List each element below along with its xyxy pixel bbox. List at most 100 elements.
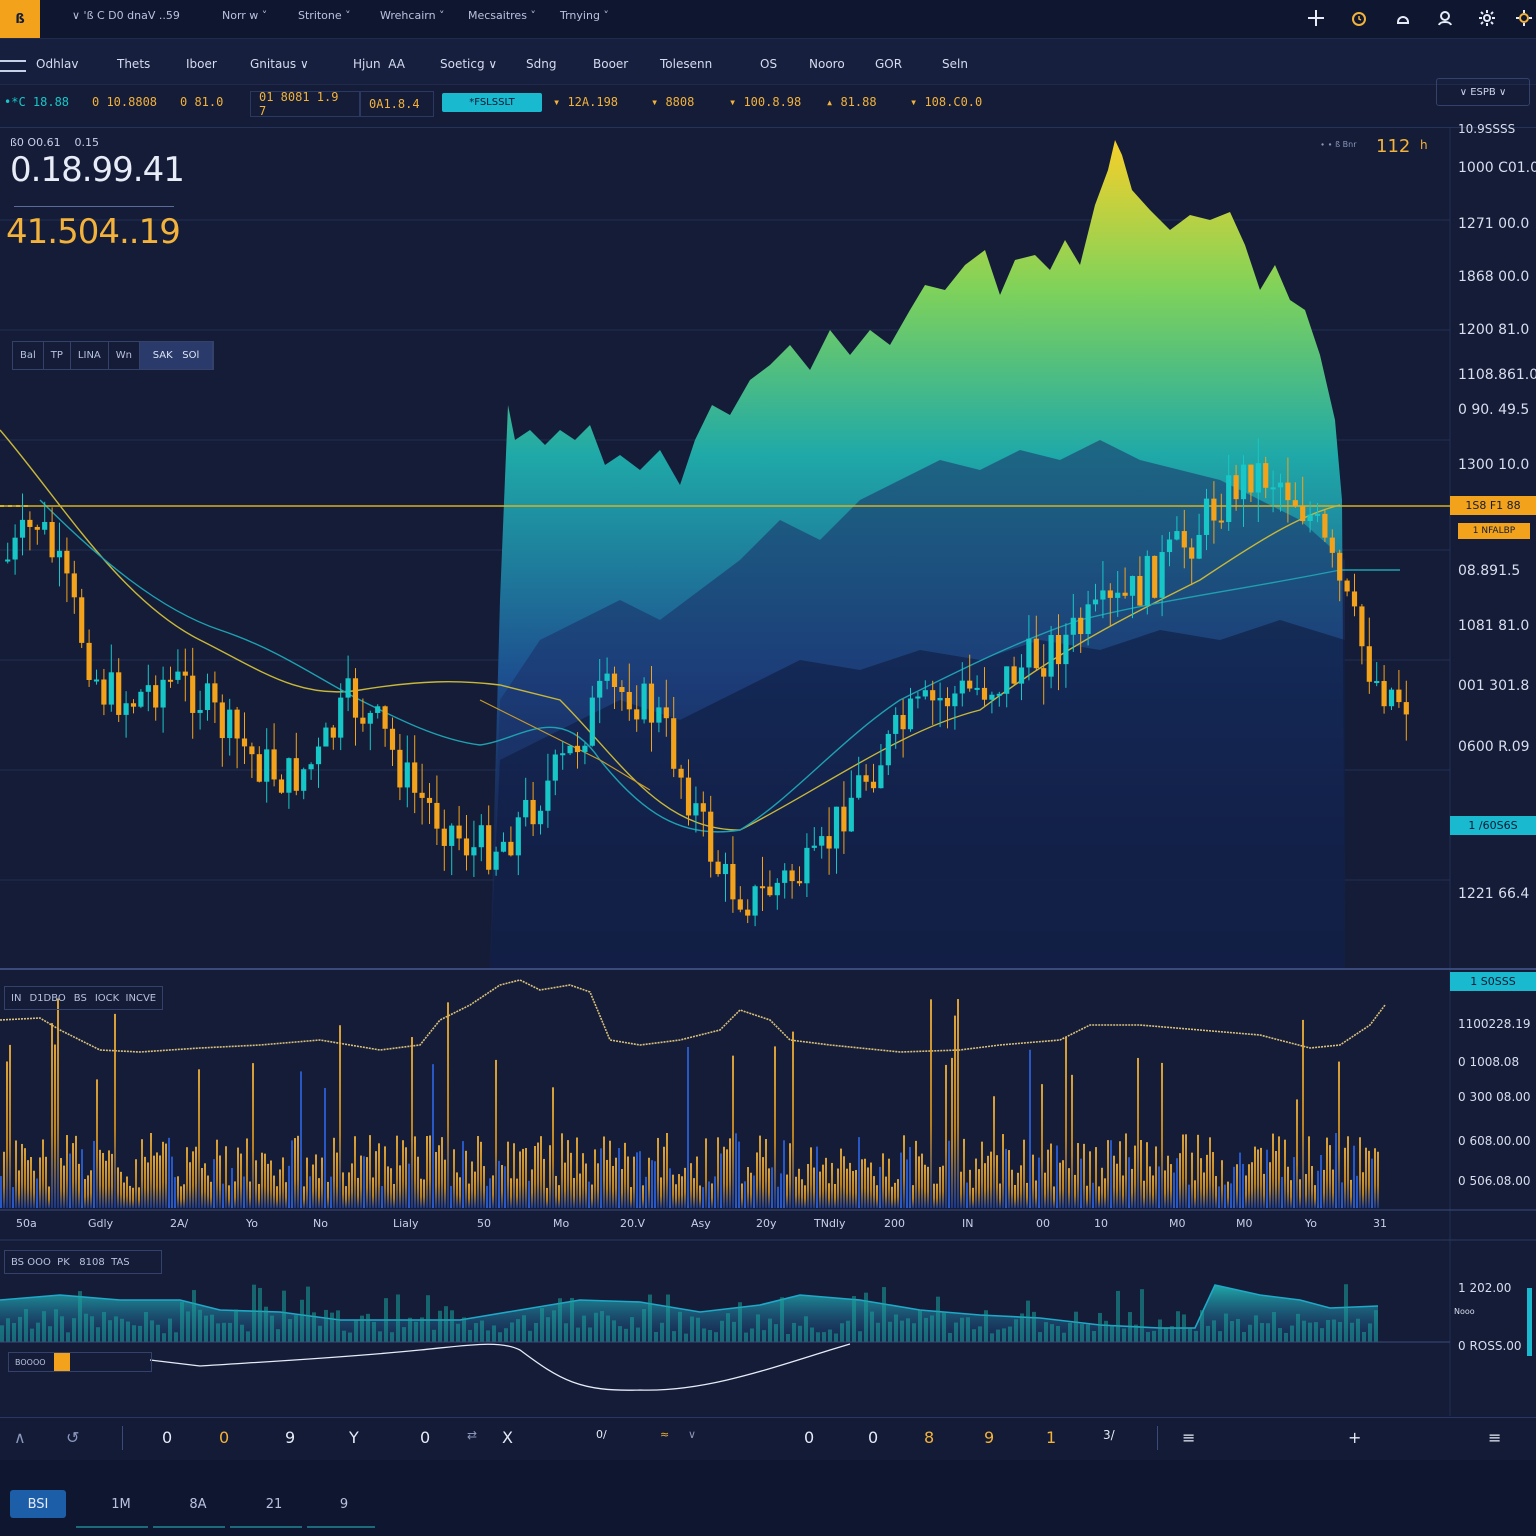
nav-item-odhlav[interactable]: Odhlav bbox=[36, 57, 79, 71]
lower-bar bbox=[906, 1318, 910, 1342]
indicator-tag[interactable]: D1DBO bbox=[29, 992, 66, 1004]
volume-bar bbox=[123, 1182, 125, 1208]
nav-item-iboer[interactable]: Iboer bbox=[186, 57, 217, 71]
lower-bar bbox=[1026, 1300, 1030, 1342]
nav-item-booer[interactable]: Booer bbox=[593, 57, 629, 71]
bottom-tab[interactable]: 1M bbox=[111, 1496, 131, 1512]
lower-bar bbox=[810, 1327, 814, 1342]
lower-bar bbox=[714, 1332, 718, 1342]
menu-symbol[interactable]: ∨ 'ß C D0 dnaV ..59 bbox=[72, 9, 180, 22]
tool-y[interactable]: Y bbox=[349, 1428, 359, 1447]
hamburger-menu-icon[interactable]: ≡ bbox=[1488, 1428, 1502, 1447]
tool-zero-c[interactable]: 0 bbox=[804, 1428, 815, 1447]
timeframe-option[interactable]: Wn bbox=[109, 342, 140, 369]
bottom-tab[interactable]: 9 bbox=[339, 1496, 349, 1512]
nav-item-gnitaus[interactable]: Gnitaus ∨ bbox=[250, 57, 309, 71]
nav-item-gor[interactable]: GOR bbox=[875, 57, 903, 71]
user-icon[interactable] bbox=[1433, 6, 1457, 30]
tool-zero-accent[interactable]: 0 bbox=[219, 1428, 230, 1447]
volume-bar bbox=[501, 1165, 503, 1208]
nav-item-sdng[interactable]: Sdng bbox=[526, 57, 557, 71]
candle-body bbox=[848, 797, 854, 832]
tool-zero[interactable]: 0 bbox=[162, 1428, 173, 1447]
timeframe-option[interactable]: TP bbox=[44, 342, 71, 369]
nav-item-seln[interactable]: Seln bbox=[942, 57, 968, 71]
ticker-active[interactable]: *FSLSSLT bbox=[442, 93, 542, 112]
tool-up[interactable]: ∧ bbox=[14, 1428, 26, 1447]
tool-undo[interactable]: ↺ bbox=[66, 1428, 80, 1447]
tool-eight[interactable]: 8 bbox=[924, 1428, 935, 1447]
tool-cross[interactable]: X bbox=[502, 1428, 513, 1447]
alert-icon[interactable] bbox=[1391, 6, 1415, 30]
indicator-tag[interactable]: IOCK INCVE bbox=[94, 992, 157, 1004]
ticker-item[interactable]: ▾ 108.C0.0 bbox=[910, 95, 983, 109]
timeframe-option[interactable]: LINA bbox=[71, 342, 109, 369]
nav-item-soeticg[interactable]: Soeticg ∨ bbox=[440, 57, 498, 71]
nav-item-nooro[interactable]: Nooro bbox=[809, 57, 845, 71]
menu-wrehcairn[interactable]: Wrehcairn ˅ bbox=[380, 9, 445, 22]
tool-zero-d[interactable]: 0 bbox=[868, 1428, 879, 1447]
alarm-icon[interactable] bbox=[1347, 6, 1371, 30]
hamburger-icon[interactable] bbox=[0, 60, 26, 72]
ticker-item[interactable]: •*C 18.88 bbox=[4, 95, 70, 109]
nav-item-os[interactable]: OS bbox=[760, 57, 778, 71]
tool-swap[interactable]: ⇄ bbox=[467, 1428, 478, 1442]
bottom-tab[interactable]: 21 bbox=[265, 1496, 283, 1512]
menu-trnying[interactable]: Trnying ˅ bbox=[560, 9, 609, 22]
volume-bar bbox=[1170, 1164, 1172, 1208]
ticker-item[interactable]: ▾ 8808 bbox=[651, 95, 695, 109]
menu-stritone[interactable]: Stritone ˅ bbox=[298, 9, 351, 22]
volume-bar bbox=[1284, 1139, 1286, 1208]
candle-body bbox=[1122, 592, 1128, 596]
tool-nine[interactable]: 9 bbox=[285, 1428, 296, 1447]
ticker-item[interactable]: 0 81.0 bbox=[180, 95, 224, 109]
candle-body bbox=[108, 672, 114, 705]
tool-ratio[interactable]: 3/ bbox=[1103, 1428, 1115, 1442]
ticker-item[interactable]: ▴ 81.88 bbox=[826, 95, 877, 109]
chevron-down-icon[interactable]: ∨ bbox=[688, 1428, 697, 1441]
timeframe-option[interactable]: Bal bbox=[13, 342, 44, 369]
settings-icon[interactable] bbox=[1475, 6, 1499, 30]
bottom-tab-active[interactable]: BSI bbox=[10, 1490, 66, 1518]
volume-bar bbox=[471, 1161, 473, 1208]
lower-bar bbox=[900, 1320, 904, 1342]
tool-percent[interactable]: 0/ bbox=[596, 1428, 607, 1441]
lower-bar bbox=[1068, 1322, 1072, 1342]
nav-item-tolesenn[interactable]: Tolesenn bbox=[660, 57, 713, 71]
tool-nine-accent[interactable]: 9 bbox=[984, 1428, 995, 1447]
candle-body bbox=[42, 521, 48, 530]
lower-bar bbox=[1008, 1326, 1012, 1342]
indicator-tag[interactable]: IN bbox=[11, 992, 22, 1004]
app-logo[interactable]: ß bbox=[0, 0, 40, 38]
menu-norrw[interactable]: Norr w ˅ bbox=[222, 9, 268, 22]
volume-bar bbox=[255, 1160, 257, 1208]
symbol-select[interactable]: ∨ ESPB ∨ bbox=[1436, 78, 1530, 106]
lower-bar bbox=[156, 1324, 160, 1342]
ticker-item[interactable]: 0A1.8.4 bbox=[360, 91, 434, 117]
ticker-item[interactable]: 0 10.8808 bbox=[92, 95, 158, 109]
candle-body bbox=[449, 825, 455, 846]
menu-icon[interactable]: ≡ bbox=[1182, 1428, 1196, 1447]
ticker-item[interactable]: ▾ 100.8.98 bbox=[729, 95, 802, 109]
tool-wave[interactable]: ≈ bbox=[660, 1428, 670, 1441]
menu-mecsaitres[interactable]: Mecsaitres ˅ bbox=[468, 9, 536, 22]
add-icon[interactable]: + bbox=[1348, 1428, 1362, 1447]
tool-zero-b[interactable]: 0 bbox=[420, 1428, 431, 1447]
plus-icon[interactable] bbox=[1304, 6, 1328, 30]
lower-scroll-marker[interactable] bbox=[1527, 1288, 1532, 1356]
lower-panel-tag2[interactable]: BOOOO bbox=[8, 1352, 152, 1372]
gear-icon[interactable] bbox=[1512, 6, 1536, 30]
indicator-tag[interactable]: BS bbox=[73, 992, 87, 1004]
nav-item-thets[interactable]: Thets bbox=[117, 57, 151, 71]
lower-bar bbox=[378, 1331, 382, 1342]
price-chart[interactable] bbox=[0, 128, 1536, 1418]
ticker-item[interactable]: 01 8081 1.9 7 bbox=[250, 90, 360, 118]
bottom-tab[interactable]: 8A bbox=[189, 1496, 207, 1512]
volume-bar bbox=[915, 1140, 917, 1208]
ticker-item[interactable]: ▾ 12A.198 bbox=[553, 95, 619, 109]
lower-panel-tag[interactable]: BS OOO PK 8108 TAS bbox=[4, 1250, 162, 1274]
timeframe-option-active[interactable]: SAK SOl bbox=[140, 342, 213, 369]
nav-item-hjun[interactable]: Hjun AA bbox=[353, 57, 405, 71]
volume-bar bbox=[309, 1176, 311, 1208]
tool-one[interactable]: 1 bbox=[1046, 1428, 1057, 1447]
